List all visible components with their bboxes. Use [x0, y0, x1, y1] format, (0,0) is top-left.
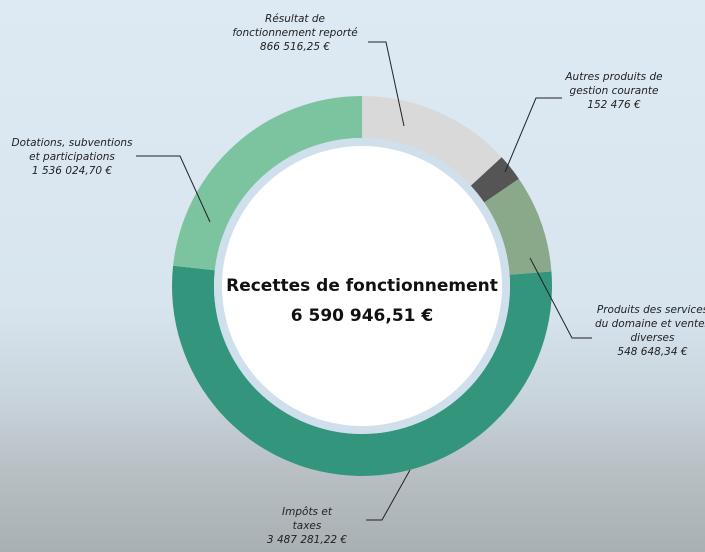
category-label: Autres produits de gestion courante: [558, 70, 670, 98]
category-label: Produits des services du domaine et vent…: [590, 303, 705, 345]
slice-label: Produits des services du domaine et vent…: [590, 303, 705, 359]
leader-line: [505, 98, 562, 172]
value-label: 548 648,34 €: [590, 345, 705, 359]
category-label: Dotations, subventions et participations: [8, 136, 136, 164]
category-label: Impôts et taxes: [282, 505, 332, 533]
value-label: 3 487 281,22 €: [262, 533, 352, 547]
value-label: 1 536 024,70 €: [8, 164, 136, 178]
value-label: 866 516,25 €: [225, 40, 365, 54]
center-title: Recettes de fonctionnement: [226, 276, 498, 296]
category-label: Résultat de fonctionnement reporté: [225, 12, 365, 40]
center-total: 6 590 946,51 €: [291, 306, 434, 326]
leader-line: [366, 470, 410, 520]
value-label: 152 476 €: [558, 98, 670, 112]
page: Recettes de fonctionnement 6 590 946,51 €…: [0, 0, 705, 552]
slice-label: Dotations, subventions et participations…: [8, 136, 136, 178]
